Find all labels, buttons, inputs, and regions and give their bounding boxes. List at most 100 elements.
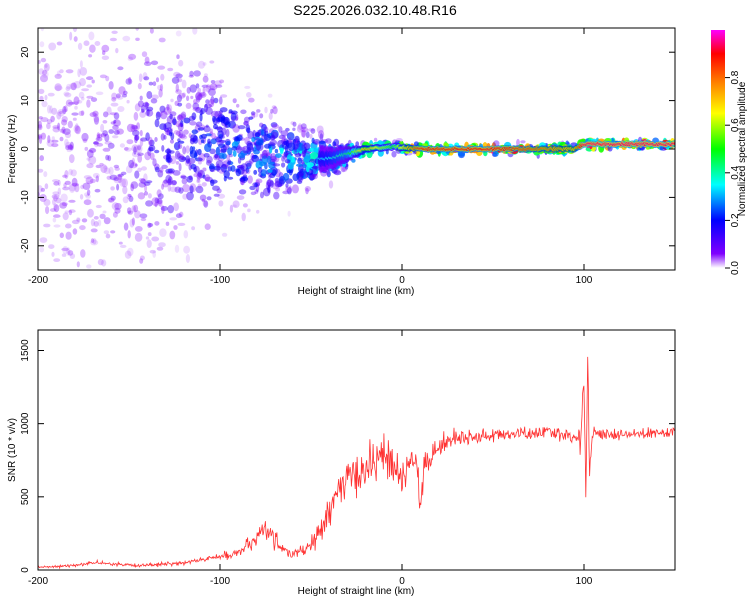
spectrogram-cell [221, 153, 227, 160]
spectrogram-cell [226, 154, 231, 162]
spectrogram-cell [93, 221, 99, 227]
spectrogram-cell [120, 171, 127, 176]
spectrogram-cell [237, 152, 246, 159]
spectrogram-cell [325, 170, 331, 175]
spectrogram-cell [121, 178, 128, 188]
spectrogram-cell [93, 141, 100, 145]
spectrogram-cell [191, 129, 198, 135]
spectrogram-cell [106, 175, 112, 180]
colorbar-ticks: 0.0 0.2 0.4 0.6 0.8 [725, 70, 741, 275]
spectrogram-cell [177, 16, 184, 21]
snr-y-tick-label: 0 [20, 567, 31, 573]
spectrogram-cell [110, 102, 119, 107]
spectrogram-cell [161, 205, 165, 215]
spectrogram-cell [296, 163, 303, 167]
spectrogram-cell [373, 137, 378, 142]
spectrogram-cell [175, 161, 180, 165]
spectrogram-cell [150, 98, 158, 104]
spectrogram-cell [157, 84, 162, 91]
spectrogram-cell [86, 181, 93, 184]
spectrogram-cell [78, 110, 85, 116]
spectrogram-cell [118, 241, 123, 245]
spectrogram-cell [144, 101, 149, 109]
spectrogram-cell [95, 204, 102, 209]
spectrogram-cell [270, 155, 278, 162]
spectrogram-cell [148, 223, 154, 227]
spectrogram-cell [303, 142, 311, 151]
spectrogram-cell [209, 148, 216, 155]
spectrogram-cell [273, 191, 280, 200]
spectrogram-cell [142, 102, 150, 107]
spectrogram-cell [231, 146, 238, 151]
spectrogram-cell [116, 313, 121, 322]
spectrogram-cell [113, 129, 120, 135]
spectrogram-cell [55, 197, 62, 204]
spectrogram-cell [61, 247, 70, 251]
spectrogram-cell [99, 162, 104, 166]
spectrogram-cell [259, 161, 267, 166]
spectrogram-cell [112, 6, 115, 9]
spectrogram-cell [79, 60, 83, 68]
spectrogram-cell [270, 153, 277, 161]
spectrogram-cell [144, 184, 148, 193]
spectrogram-cell [156, 189, 162, 198]
spectrogram-cell [236, 195, 245, 201]
spectrogram-cell [287, 187, 292, 195]
spectrogram-y-tick-label: -10 [20, 190, 31, 205]
spectrogram-cell [109, 37, 117, 42]
spectrogram-cell [139, 95, 143, 101]
spectrogram-cell [101, 44, 110, 53]
spectrogram-cell [173, 225, 178, 230]
spectrogram-cell [208, 98, 215, 108]
spectrogram-cell [99, 213, 106, 219]
spectrogram-cell [64, 180, 71, 185]
spectrogram-cell [102, 210, 107, 214]
spectrogram-cell [236, 164, 245, 170]
spectrogram-cell [251, 113, 256, 119]
spectrogram-cell [123, 10, 127, 19]
spectrogram-cell [236, 134, 243, 141]
spectrogram-cell [89, 178, 96, 184]
spectrogram-cell [65, 231, 72, 240]
spectrogram-cell [169, 139, 175, 144]
spectrogram-cell [71, 182, 79, 187]
spectrogram-cell [189, 84, 197, 93]
spectrogram-cell [175, 30, 182, 37]
spectrogram-cell [67, 120, 73, 129]
spectrogram-cell [170, 98, 174, 103]
spectrogram-cell [202, 86, 206, 94]
spectrogram-cell [135, 385, 140, 389]
spectrogram-cell [164, 130, 170, 136]
spectrogram-cell [152, 81, 157, 87]
spectrogram-cell [95, 175, 100, 183]
spectrogram-cell [243, 116, 250, 123]
spectrogram-cell [219, 79, 225, 84]
spectrogram-cell [178, 92, 186, 99]
spectrogram-cell [154, 202, 158, 208]
spectrogram-cell [126, 139, 134, 145]
spectrogram-cell [205, 84, 211, 93]
spectrogram-cell [271, 105, 277, 109]
spectrogram-cell [69, 253, 76, 259]
spectrogram-cell [108, 316, 112, 324]
spectrogram-cell [154, 197, 160, 204]
spectrogram-cell [178, 59, 184, 67]
spectrogram-cell [68, 144, 73, 150]
spectrogram-cell [177, 78, 183, 83]
spectrogram-cell [139, 258, 144, 264]
spectrogram-cell [56, 22, 60, 28]
spectrogram-cell [130, 301, 137, 308]
spectrogram-cell [300, 126, 309, 133]
spectrogram-cell [169, 217, 177, 221]
spectrogram-cell [134, 135, 138, 144]
spectrogram-cell [309, 133, 313, 139]
spectrogram-cell [271, 124, 280, 129]
spectrogram-cell [149, 152, 155, 160]
spectrogram-cell [73, 124, 81, 134]
spectrogram-cell [252, 147, 257, 152]
spectrogram-cell [176, 114, 184, 121]
spectrogram-cell [86, 99, 91, 108]
spectrogram-cell [52, 217, 57, 223]
spectrogram-cell [40, 74, 48, 83]
spectrogram-cell [59, 128, 65, 133]
